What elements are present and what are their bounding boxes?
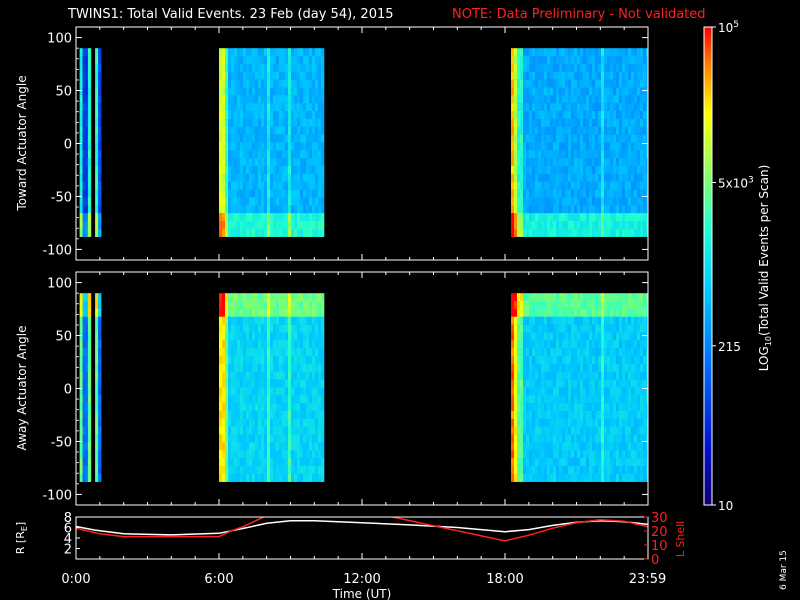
svg-text:LOG10(Total Valid Events per S: LOG10(Total Valid Events per Scan) bbox=[757, 165, 773, 372]
xtick-label-4: 23:59 bbox=[629, 572, 666, 587]
colorbar-label-end: (Total Valid Events per Scan) bbox=[757, 165, 771, 336]
bottom-data-block-2 bbox=[95, 293, 102, 482]
xtick-label-1: 6:00 bbox=[204, 572, 233, 587]
top-data-block-4 bbox=[511, 48, 648, 237]
top-data-block-3 bbox=[219, 48, 325, 237]
bottom-data-block-0 bbox=[79, 293, 89, 482]
orbit-right-tick-label-3: 0 bbox=[651, 553, 659, 568]
svg-text:R [RE]: R [RE] bbox=[14, 522, 29, 554]
away-heatmap-panel: 100 50 0 -50 -100 bbox=[42, 271, 649, 506]
orbit-right-tick-label-1: 20 bbox=[651, 525, 668, 540]
colorbar-tick-label-2: 215 bbox=[718, 340, 741, 354]
bottom-ytick-label-2: 0 bbox=[64, 383, 72, 398]
top-data-block-1 bbox=[87, 48, 92, 237]
orbit-right-ylabel: L Shell bbox=[674, 521, 687, 557]
bottom-heatmap-cells bbox=[79, 293, 648, 482]
top-ytick-label-4: -100 bbox=[42, 243, 72, 258]
xtick-label-2: 12:00 bbox=[343, 572, 380, 587]
colorbar-tick-label-1: 5x103 bbox=[718, 175, 754, 190]
orbit-right-tick-label-2: 10 bbox=[651, 539, 668, 554]
orbit-left-label-end: ] bbox=[14, 522, 27, 526]
colorbar-frame bbox=[703, 26, 713, 506]
colorbar-label: LOG10(Total Valid Events per Scan) bbox=[757, 165, 773, 372]
orbit-left-tick-label-0: 8 bbox=[64, 511, 72, 526]
top-ytick-label-2: 0 bbox=[64, 138, 72, 153]
bottom-ytick-label-3: -50 bbox=[51, 435, 72, 450]
date-stamp: 6 Mar 15 bbox=[779, 550, 789, 590]
bottom-data-block-4 bbox=[511, 293, 648, 482]
bottom-ytick-label-4: -100 bbox=[42, 488, 72, 503]
orbit-left-label-sub: E bbox=[20, 526, 29, 531]
orbit-left-ylabel: R [RE] bbox=[14, 522, 29, 554]
top-ytick-label-3: -50 bbox=[51, 190, 72, 205]
orbit-left-label-text: R [R bbox=[14, 531, 27, 554]
top-ytick-label-0: 100 bbox=[47, 32, 72, 47]
orbit-left-tick-label-3: 2 bbox=[64, 543, 72, 558]
orbit-right-tick-label-0: 30 bbox=[651, 511, 668, 526]
top-data-block-0 bbox=[79, 48, 89, 237]
r-distance-line bbox=[76, 519, 648, 536]
top-data-block-2 bbox=[95, 48, 102, 237]
colorbar-label-sub: 10 bbox=[764, 336, 773, 346]
top-ylabel: Toward Actuator Angle bbox=[15, 75, 29, 211]
top-ytick-label-1: 50 bbox=[55, 85, 72, 100]
xtick-label-0: 0:00 bbox=[61, 572, 90, 587]
chart-title: TWINS1: Total Valid Events. 23 Feb (day … bbox=[67, 7, 394, 22]
bottom-data-block-3 bbox=[219, 293, 325, 482]
colorbar-gradient bbox=[704, 27, 712, 505]
top-heatmap-cells bbox=[79, 48, 648, 237]
toward-heatmap-panel: 100 50 0 -50 -100 bbox=[42, 26, 649, 261]
orbit-left-tick-label-2: 4 bbox=[64, 532, 72, 547]
bottom-ytick-label-1: 50 bbox=[55, 330, 72, 345]
xtick-label-3: 18:00 bbox=[486, 572, 523, 587]
colorbar-tick-label-3: 10 bbox=[718, 499, 733, 513]
colorbar-panel: 105 5x103 215 10 bbox=[703, 20, 754, 513]
xlabel: Time (UT) bbox=[332, 587, 392, 600]
preliminary-note: NOTE: Data Preliminary - Not validated bbox=[452, 7, 706, 22]
bottom-data-block-1 bbox=[87, 293, 92, 482]
colorbar-label-log: LOG bbox=[757, 346, 771, 371]
orbit-lines bbox=[76, 517, 648, 542]
colorbar-tick-label-0: 105 bbox=[718, 20, 739, 35]
bottom-ytick-label-0: 100 bbox=[47, 277, 72, 292]
l-shell-line bbox=[76, 517, 648, 542]
bottom-ylabel: Away Actuator Angle bbox=[15, 325, 29, 450]
orbit-left-tick-label-1: 6 bbox=[64, 522, 72, 537]
